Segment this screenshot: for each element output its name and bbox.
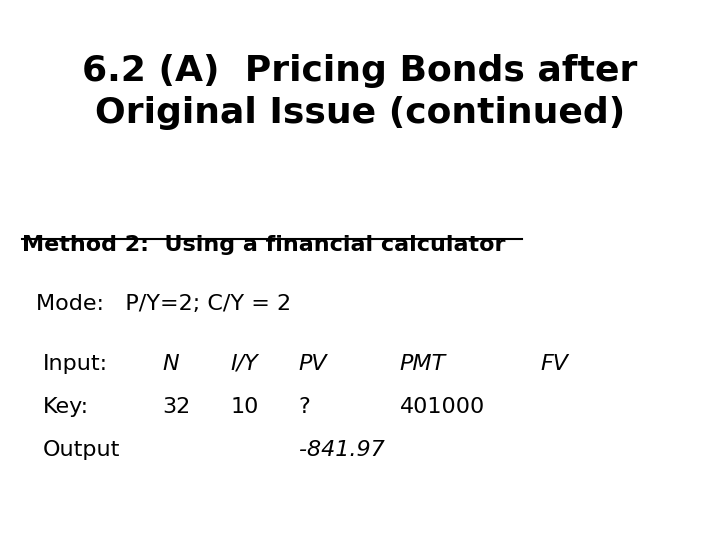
Text: 32: 32 <box>162 397 190 417</box>
Text: Mode:   P/Y=2; C/Y = 2: Mode: P/Y=2; C/Y = 2 <box>36 294 291 314</box>
Text: FV: FV <box>540 354 568 374</box>
Text: 6.2 (A)  Pricing Bonds after
Original Issue (continued): 6.2 (A) Pricing Bonds after Original Iss… <box>82 54 638 130</box>
Text: PMT: PMT <box>400 354 446 374</box>
Text: Input:: Input: <box>43 354 108 374</box>
Text: PV: PV <box>299 354 328 374</box>
Text: Method 2:  Using a financial calculator: Method 2: Using a financial calculator <box>22 235 505 255</box>
Text: -841.97: -841.97 <box>299 440 384 460</box>
Text: I/Y: I/Y <box>230 354 258 374</box>
Text: 401000: 401000 <box>400 397 485 417</box>
Text: Key:: Key: <box>43 397 89 417</box>
Text: ?: ? <box>299 397 310 417</box>
Text: 10: 10 <box>230 397 258 417</box>
Text: N: N <box>162 354 179 374</box>
Text: Output: Output <box>43 440 120 460</box>
